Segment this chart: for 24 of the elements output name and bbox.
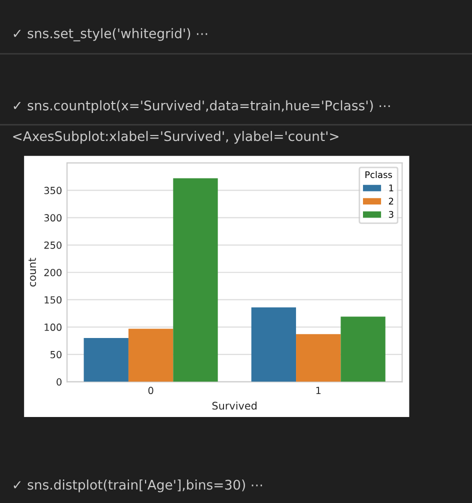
text: ✓ sns.set_style('whitegrid') ⋯ [14,28,208,42]
y-tick-label: 100 [44,324,62,331]
bar [296,334,341,382]
x-axis-title: Survived [212,402,257,410]
legend-label: 1 [389,184,394,192]
y-tick-label: 300 [44,214,62,222]
bar [340,316,386,382]
text: ✓ sns.distplot(train['Age'],bins=30) ⋯ [14,480,262,492]
bar [84,338,128,382]
y-axis-title: count [28,258,36,286]
legend-label: 2 [388,198,394,204]
y-tick-label: 350 [44,186,62,194]
y-tick-label: 50 [50,350,62,358]
legend-label: 3 [388,211,394,218]
y-tick-label: 200 [44,268,62,276]
bar [173,178,218,382]
text: ✓ sns.countplot(x='Survived',data=train,hue='Pclass') ⋯ [14,100,390,114]
y-tick-label: 250 [44,242,62,249]
bar [251,307,296,382]
bar [128,328,174,382]
text: <AxesSubplot:xlabel='Survived', ylabel='count'> [13,130,338,144]
y-tick-label: 0 [56,378,62,386]
legend-title: Pclass [365,171,392,178]
y-tick-label: 150 [44,296,62,304]
